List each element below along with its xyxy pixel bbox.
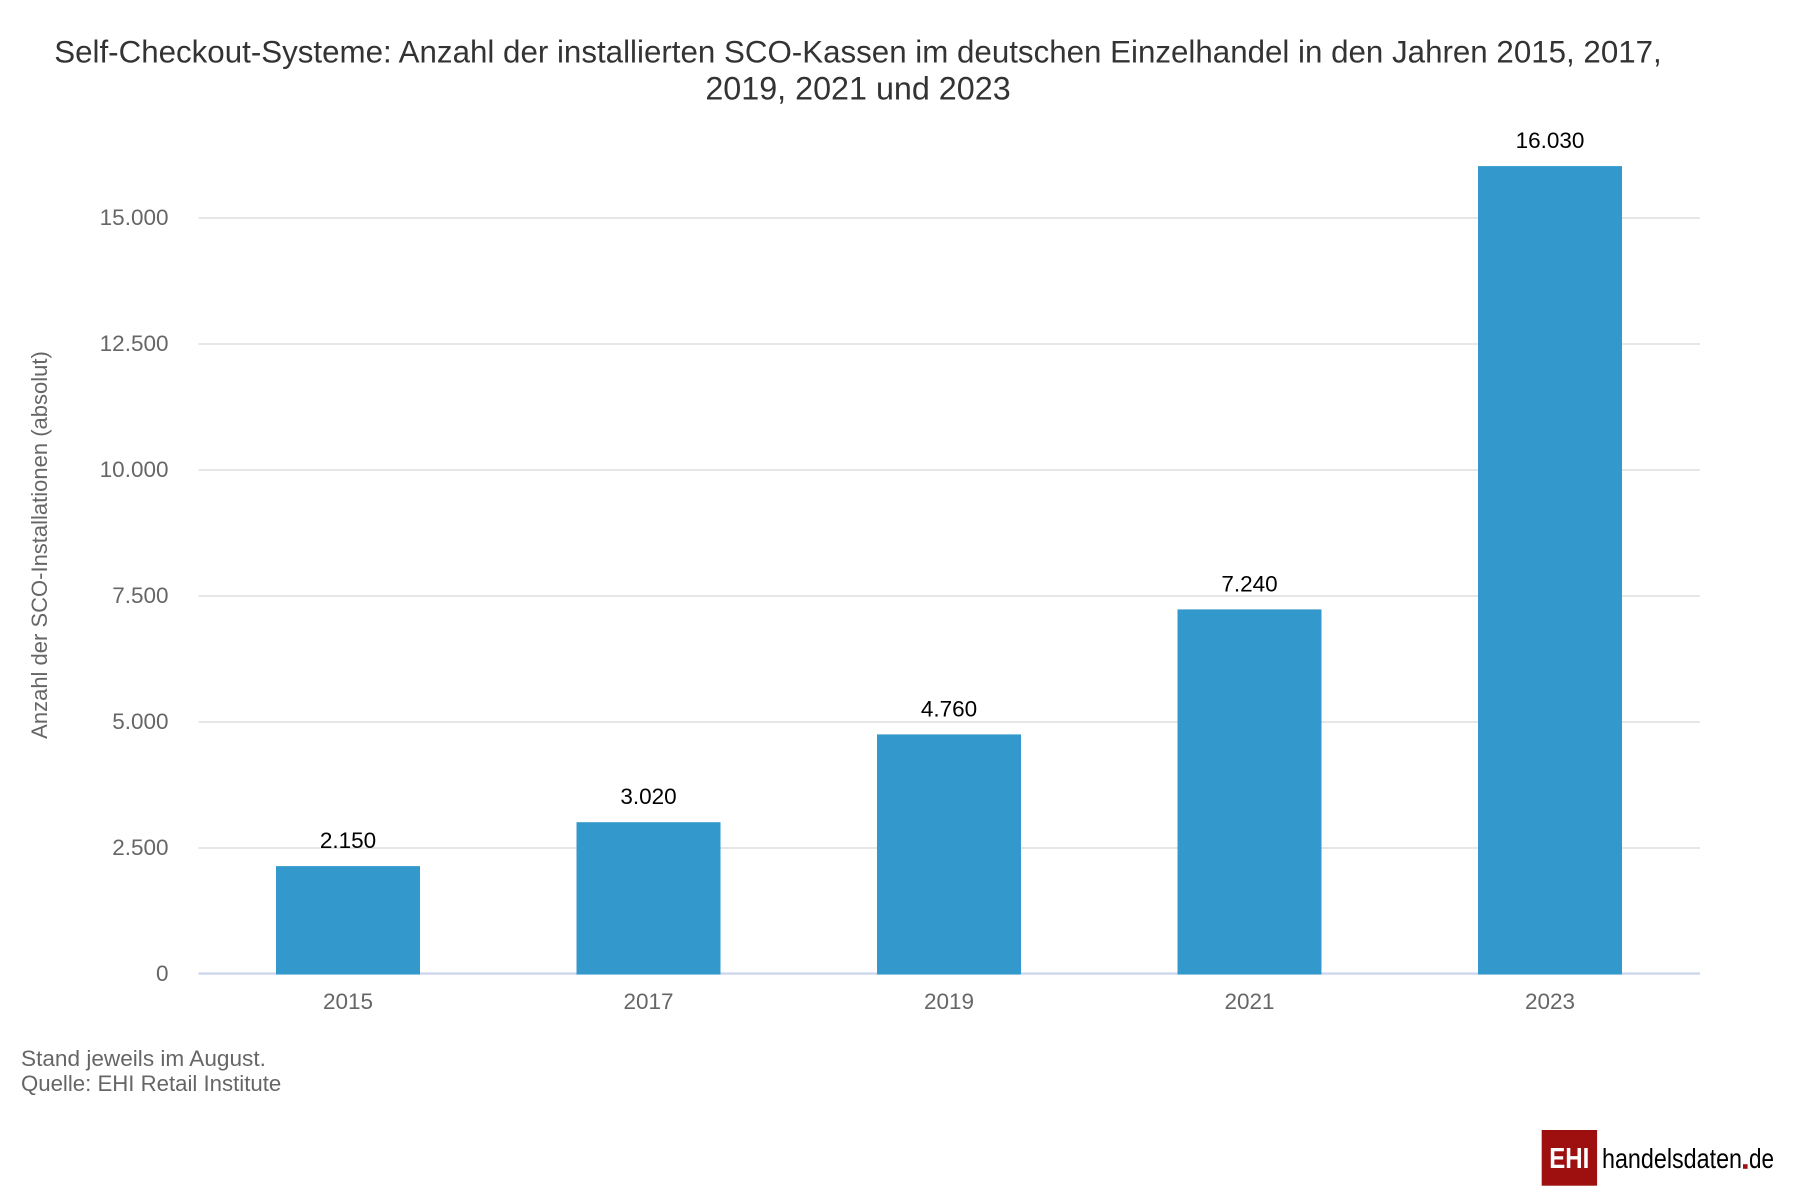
svg-text:2021: 2021: [1224, 989, 1274, 1014]
svg-text:3.020: 3.020: [620, 784, 676, 809]
svg-text:handelsdaten: handelsdaten: [1602, 1143, 1742, 1174]
svg-text:10.000: 10.000: [100, 457, 169, 482]
svg-text:2023: 2023: [1525, 989, 1575, 1014]
svg-text:0: 0: [156, 961, 169, 986]
svg-text:7.240: 7.240: [1221, 571, 1277, 596]
svg-text:12.500: 12.500: [100, 331, 169, 356]
svg-text:2017: 2017: [623, 989, 673, 1014]
svg-text:Stand jeweils im August.: Stand jeweils im August.: [21, 1046, 266, 1071]
svg-text:2.150: 2.150: [320, 828, 376, 853]
svg-text:7.500: 7.500: [112, 583, 168, 608]
svg-text:2019: 2019: [924, 989, 974, 1014]
svg-text:Anzahl der SCO-Installationen: Anzahl der SCO-Installationen (absolut): [27, 351, 52, 739]
svg-text:2019, 2021 und 2023: 2019, 2021 und 2023: [705, 71, 1010, 107]
svg-text:EHI: EHI: [1549, 1143, 1589, 1175]
svg-text:de: de: [1749, 1143, 1774, 1174]
svg-text:5.000: 5.000: [112, 709, 168, 734]
svg-text:15.000: 15.000: [100, 205, 169, 230]
svg-text:2015: 2015: [323, 989, 373, 1014]
svg-text:4.760: 4.760: [921, 696, 977, 721]
svg-text:Self-Checkout-Systeme: Anzahl: Self-Checkout-Systeme: Anzahl der instal…: [54, 35, 1662, 70]
svg-text:Quelle: EHI Retail Institute: Quelle: EHI Retail Institute: [21, 1071, 281, 1096]
svg-text:2.500: 2.500: [112, 835, 168, 860]
svg-text:16.030: 16.030: [1516, 128, 1585, 153]
